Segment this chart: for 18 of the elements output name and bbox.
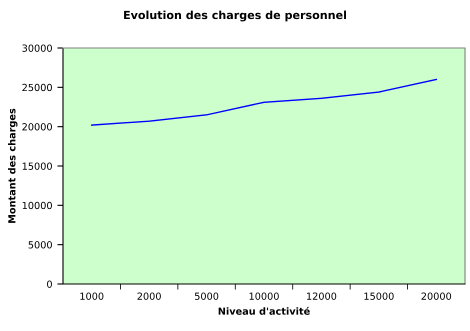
y-tick-label: 15000 — [22, 162, 52, 170]
x-tick-label: 5000 — [194, 292, 218, 300]
line-series — [91, 78, 437, 126]
x-axis-title: Niveau d'activité — [218, 306, 310, 315]
x-tick-label: 1000 — [80, 292, 104, 300]
x-tick-label: 10000 — [250, 292, 279, 300]
x-tick-label: 15000 — [364, 292, 394, 300]
y-tick-label: 5000 — [28, 241, 52, 248]
y-tick-label: 20000 — [22, 123, 52, 130]
y-tick-label: 30000 — [22, 44, 52, 52]
x-tick-label: 12000 — [307, 292, 336, 300]
x-tick-label: 2000 — [137, 292, 161, 300]
y-tick-label: 25000 — [22, 84, 52, 92]
x-tick-label: 20000 — [422, 292, 452, 300]
y-tick-label: 0 — [47, 280, 52, 288]
y-axis-title: Montant des charges — [8, 108, 18, 223]
chart-title: Evolution des charges de personnel — [124, 10, 346, 22]
y-tick-label: 10000 — [22, 202, 52, 210]
